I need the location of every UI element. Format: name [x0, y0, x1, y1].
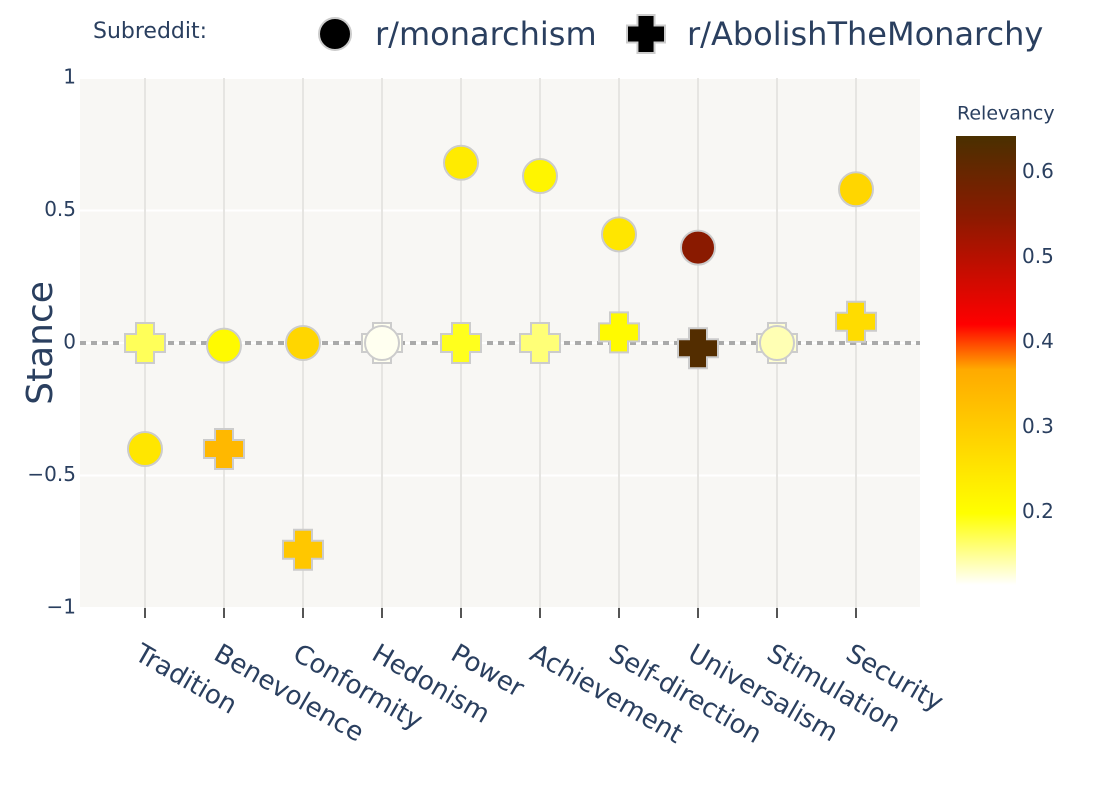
- colorbar-tick-label: 0.5: [1022, 244, 1054, 268]
- marker: [601, 216, 637, 253]
- y-tick-label: −0.5: [27, 462, 76, 486]
- marker: [519, 322, 561, 364]
- marker: [440, 322, 482, 364]
- marker: [838, 171, 874, 208]
- marker: [285, 325, 321, 361]
- colorbar: [956, 136, 1016, 585]
- y-axis-title: Stance: [20, 281, 61, 405]
- legend-marker: [626, 14, 666, 54]
- y-tick-label: −1: [47, 595, 76, 619]
- marker: [206, 327, 242, 364]
- marker: [124, 322, 166, 364]
- marker: [364, 325, 400, 361]
- marker: [443, 144, 479, 181]
- colorbar-tick-label: 0.6: [1022, 159, 1054, 183]
- legend-label: r/AbolishTheMonarchy: [687, 15, 1043, 53]
- marker: [598, 311, 640, 354]
- marker: [680, 229, 716, 266]
- y-tick-label: 0.5: [44, 197, 76, 221]
- legend-marker: [318, 17, 352, 51]
- marker: [759, 325, 795, 361]
- marker: [203, 428, 245, 470]
- legend-title: Subreddit:: [93, 19, 207, 44]
- marker: [835, 300, 877, 343]
- marker: [282, 528, 324, 571]
- y-tick-label: 1: [63, 65, 76, 89]
- marker: [522, 158, 558, 195]
- marker: [677, 327, 719, 370]
- colorbar-title: Relevancy: [957, 103, 1055, 125]
- y-tick-label: 0: [63, 330, 76, 354]
- colorbar-tick-label: 0.2: [1022, 499, 1054, 523]
- legend-label: r/monarchism: [375, 15, 597, 53]
- colorbar-tick-label: 0.4: [1022, 329, 1054, 353]
- colorbar-tick-label: 0.3: [1022, 414, 1054, 438]
- marker: [127, 431, 163, 467]
